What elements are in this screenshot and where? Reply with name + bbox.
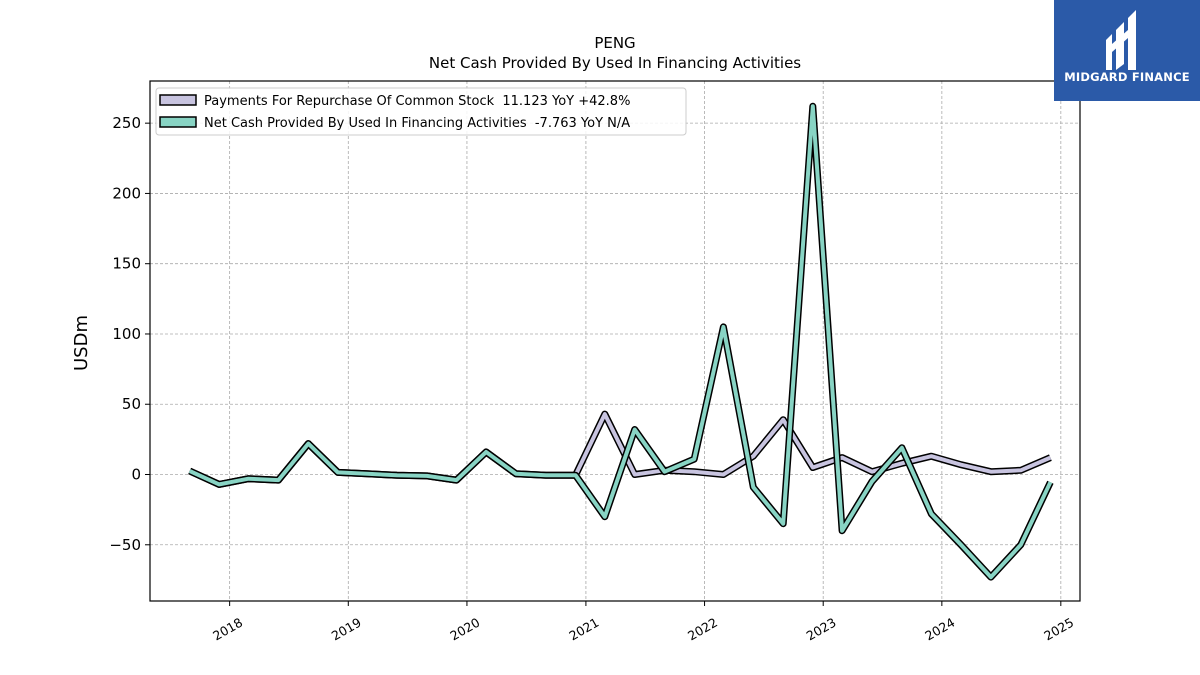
legend-label: Payments For Repurchase Of Common Stock …: [204, 94, 630, 109]
chart-subtitle: Net Cash Provided By Used In Financing A…: [429, 54, 801, 72]
legend-swatch: [159, 116, 197, 128]
y-tick-label: 150: [112, 255, 141, 273]
y-tick-label: 250: [112, 114, 141, 132]
brand-logo-text: MIDGARD FINANCE: [1064, 70, 1190, 84]
legend: Payments For Repurchase Of Common Stock …: [155, 87, 687, 136]
x-tick-label: 2021: [566, 615, 601, 644]
brand-logo: MIDGARD FINANCE: [1054, 0, 1200, 101]
series-outline: [188, 102, 1054, 581]
plot-frame: [149, 80, 1081, 602]
legend-label: Net Cash Provided By Used In Financing A…: [204, 116, 630, 131]
x-tick-label: 2019: [329, 615, 364, 644]
legend-box: [155, 87, 687, 136]
x-tick-label: 2024: [922, 615, 957, 644]
y-tick-label: −50: [109, 536, 141, 554]
series-2: [188, 102, 1054, 581]
x-tick-label: 2020: [447, 615, 482, 644]
y-tick-label: 0: [131, 466, 141, 484]
series-line: [188, 104, 1053, 580]
chart-title: PENG: [594, 34, 635, 52]
x-tick-label: 2025: [1041, 615, 1076, 644]
y-axis-ticks: −50 0 50 100 150 200 250: [109, 114, 150, 554]
x-axis-ticks: 2018 2019 2020 2021 2022 2023 2024 2025: [210, 601, 1076, 644]
x-tick-label: 2023: [804, 615, 839, 644]
series-lines: [188, 102, 1054, 581]
x-tick-label: 2018: [210, 615, 245, 644]
y-axis-label: USDm: [71, 315, 92, 371]
y-tick-label: 200: [112, 184, 141, 202]
brand-mark-icon: [1106, 10, 1136, 70]
y-tick-label: 100: [112, 325, 141, 343]
legend-swatch: [159, 94, 197, 106]
x-tick-label: 2022: [685, 615, 720, 644]
y-tick-label: 50: [122, 395, 141, 413]
